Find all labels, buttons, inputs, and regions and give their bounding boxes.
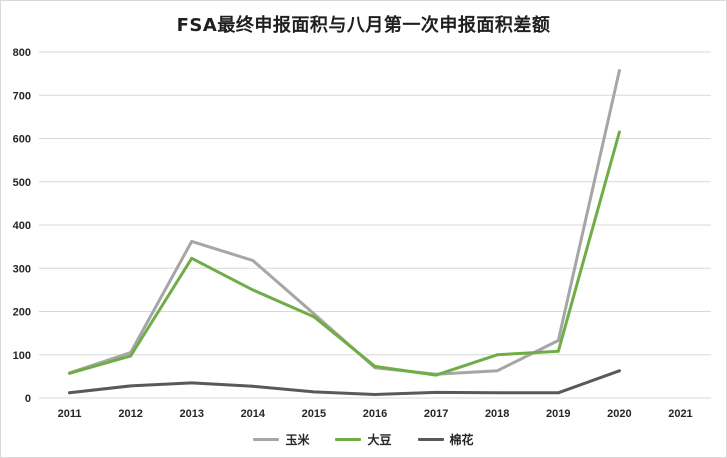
series-line-2 [68,369,621,396]
data-point-series-2 [373,393,377,396]
x-tick-label: 2020 [607,408,631,420]
x-tick-label: 2016 [363,408,387,420]
data-point-series-2 [129,384,133,388]
data-point-series-0 [495,369,499,373]
data-point-series-2 [617,369,621,373]
data-point-series-0 [251,259,255,262]
y-tick-label: 400 [13,220,31,232]
data-point-series-1 [190,256,194,260]
data-point-series-2 [495,391,499,395]
y-tick-label: 800 [13,47,31,59]
data-point-series-2 [556,391,560,395]
data-point-series-0 [556,339,560,342]
x-tick-label: 2014 [241,408,266,420]
data-point-series-1 [68,371,71,375]
x-tick-label: 2012 [118,408,142,420]
y-tick-label: 700 [13,90,31,102]
legend-swatch [417,438,444,441]
y-tick-label: 300 [13,263,31,275]
series-line-1 [68,130,621,377]
legend-item: 棉花 [417,431,474,448]
y-tick-label: 0 [25,393,31,405]
data-point-series-2 [68,391,71,395]
data-point-series-1 [495,353,499,357]
y-tick-label: 600 [13,134,31,146]
legend-label: 大豆 [367,433,392,447]
legend-label: 玉米 [285,433,310,447]
x-tick-label: 2015 [302,408,326,420]
x-tick-label: 2021 [668,408,692,420]
data-point-series-1 [373,365,377,368]
data-point-series-1 [129,354,133,358]
y-tick-label: 100 [13,350,31,362]
data-point-series-1 [434,373,438,377]
x-tick-label: 2017 [424,408,448,420]
legend-swatch [253,438,280,441]
legend-swatch [335,438,362,441]
data-point-series-1 [312,315,316,319]
data-point-series-1 [617,130,621,134]
data-point-series-0 [312,312,316,316]
data-point-series-2 [312,390,316,394]
legend-item: 大豆 [335,431,392,448]
data-point-series-1 [556,349,560,353]
y-tick-label: 200 [13,307,31,319]
y-tick-label: 500 [13,177,31,189]
data-point-series-0 [617,69,621,72]
data-point-series-2 [251,384,255,388]
data-point-series-0 [190,240,194,243]
x-tick-label: 2011 [58,408,82,420]
data-point-series-2 [434,390,438,394]
data-point-series-2 [190,381,194,385]
legend-label: 棉花 [449,433,474,447]
data-point-series-1 [251,288,255,292]
x-tick-label: 2013 [179,408,203,420]
legend: 玉米 大豆 棉花 [1,431,726,448]
x-tick-label: 2019 [546,408,570,420]
legend-item: 玉米 [253,431,309,448]
x-tick-label: 2018 [485,408,509,420]
chart-title: FSA最终申报面积与八月第一次申报面积差额 [176,15,551,36]
series-line-0 [68,69,621,376]
